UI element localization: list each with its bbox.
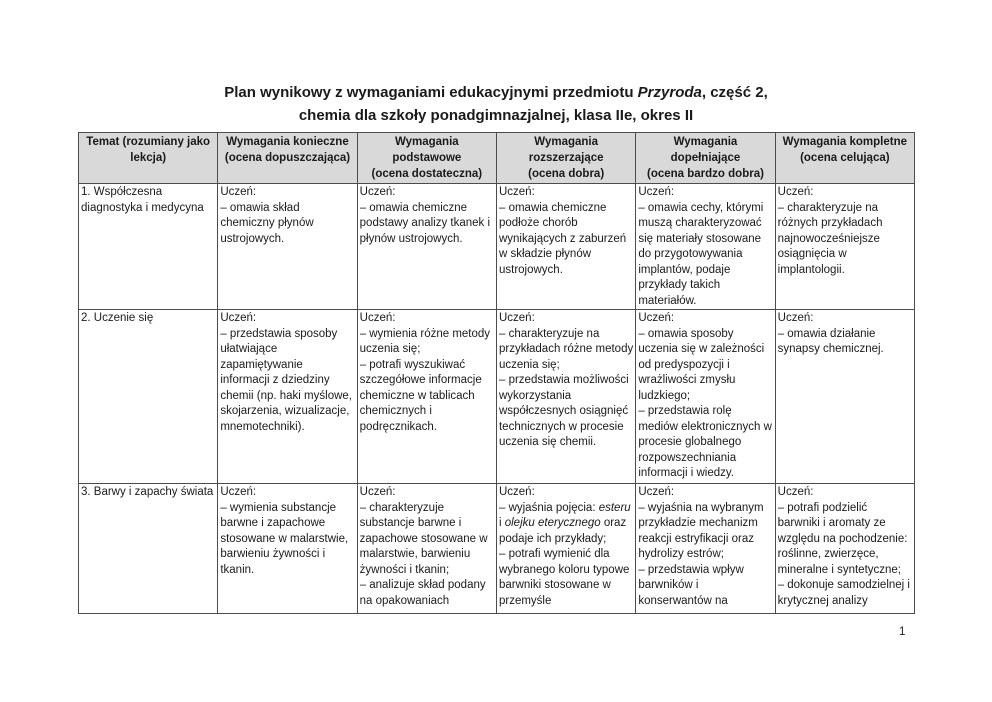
cell-dopelniajace: Uczeń: – wyjaśnia na wybranym przykładzi… bbox=[635, 483, 776, 614]
cell-podstawowe: Uczeń: – omawia chemiczne podstawy anali… bbox=[356, 183, 497, 310]
cell-text: Uczeń: – wymienia substancje barwne i za… bbox=[220, 486, 349, 576]
topic-text: 1. Współczesna diagnostyka i medycyna bbox=[81, 186, 204, 214]
column-header-label: Wymagania podstawowe (ocena dostateczna) bbox=[371, 136, 483, 180]
column-header-label: Wymagania dopełniające (ocena bardzo dob… bbox=[647, 136, 764, 180]
title-line-1: Plan wynikowy z wymaganiami edukacyjnymi… bbox=[224, 84, 768, 101]
header-row: Temat (rozumiany jako lekcja) Wymagania … bbox=[77, 132, 916, 184]
topic-cell: 2. Uczenie się bbox=[77, 309, 219, 484]
cell-text: Uczeń: – omawia działanie synapsy chemic… bbox=[777, 312, 884, 355]
column-header-label: Temat (rozumiany jako lekcja) bbox=[86, 136, 211, 164]
cell-text: Uczeń: – omawia skład chemiczny płynów u… bbox=[220, 186, 314, 245]
cell-text: Uczeń: – charakteryzuje na przykładach r… bbox=[498, 312, 634, 448]
cell-konieczne: Uczeń: – omawia skład chemiczny płynów u… bbox=[217, 183, 358, 310]
cell-rozszerzajace: Uczeń: – charakteryzuje na przykładach r… bbox=[495, 309, 637, 484]
cell-text: Uczeń: – wyjaśnia pojęcia: esteru i olej… bbox=[498, 486, 631, 607]
column-header-podstawowe: Wymagania podstawowe (ocena dostateczna) bbox=[356, 132, 497, 184]
column-header-dopelniajace: Wymagania dopełniające (ocena bardzo dob… bbox=[635, 132, 776, 184]
column-header-temat: Temat (rozumiany jako lekcja) bbox=[77, 132, 219, 184]
column-header-label: Wymagania kompletne (ocena celująca) bbox=[782, 136, 908, 164]
topic-cell: 1. Współczesna diagnostyka i medycyna bbox=[77, 183, 219, 310]
cell-text: Uczeń: – wyjaśnia na wybranym przykładzi… bbox=[638, 486, 764, 607]
cell-text: Uczeń: – charakteryzuje na różnych przyk… bbox=[777, 186, 883, 276]
column-header-label: Wymagania konieczne (ocena dopuszczająca… bbox=[224, 136, 351, 164]
cell-podstawowe: Uczeń: – wymienia różne metody uczenia s… bbox=[356, 309, 497, 484]
cell-rozszerzajace: Uczeń: – omawia chemiczne podłoże chorób… bbox=[495, 183, 637, 310]
title-line-2: chemia dla szkoły ponadgimnazjalnej, kla… bbox=[298, 107, 694, 124]
column-header-rozszerzajace: Wymagania rozszerzające (ocena dobra) bbox=[495, 132, 637, 184]
page-number: 1 bbox=[899, 626, 906, 638]
requirements-table: Temat (rozumiany jako lekcja) Wymagania … bbox=[77, 132, 916, 614]
cell-text: Uczeń: – omawia cechy, którymi muszą cha… bbox=[638, 186, 764, 307]
cell-text: Uczeń: – omawia sposoby uczenia się w za… bbox=[638, 312, 772, 479]
cell-rozszerzajace: Uczeń: – wyjaśnia pojęcia: esteru i olej… bbox=[495, 483, 637, 614]
topic-cell: 3. Barwy i zapachy świata bbox=[77, 483, 219, 614]
cell-konieczne: Uczeń: – wymienia substancje barwne i za… bbox=[217, 483, 358, 614]
column-header-kompletne: Wymagania kompletne (ocena celująca) bbox=[774, 132, 916, 184]
cell-kompletne: Uczeń: – omawia działanie synapsy chemic… bbox=[774, 309, 916, 484]
cell-text: Uczeń: – omawia chemiczne podłoże chorób… bbox=[498, 186, 627, 276]
column-header-label: Wymagania rozszerzające (ocena dobra) bbox=[528, 136, 605, 180]
table-row-2: 2. Uczenie się Uczeń: – przedstawia spos… bbox=[77, 309, 916, 484]
column-header-konieczne: Wymagania konieczne (ocena dopuszczająca… bbox=[217, 132, 358, 184]
cell-text: Uczeń: – wymienia różne metody uczenia s… bbox=[359, 312, 491, 433]
cell-dopelniajace: Uczeń: – omawia cechy, którymi muszą cha… bbox=[635, 183, 776, 310]
table-row-1: 1. Współczesna diagnostyka i medycyna Uc… bbox=[77, 183, 916, 310]
cell-konieczne: Uczeń: – przedstawia sposoby ułatwiające… bbox=[217, 309, 358, 484]
document-title: Plan wynikowy z wymaganiami edukacyjnymi… bbox=[0, 81, 992, 127]
cell-kompletne: Uczeń: – potrafi podzielić barwniki i ar… bbox=[774, 483, 916, 614]
cell-kompletne: Uczeń: – charakteryzuje na różnych przyk… bbox=[774, 183, 916, 310]
cell-text: Uczeń: – przedstawia sposoby ułatwiające… bbox=[220, 312, 352, 433]
cell-dopelniajace: Uczeń: – omawia sposoby uczenia się w za… bbox=[635, 309, 776, 484]
cell-text: Uczeń: – omawia chemiczne podstawy anali… bbox=[359, 186, 491, 245]
topic-text: 2. Uczenie się bbox=[81, 312, 154, 324]
table-row-3: 3. Barwy i zapachy świata Uczeń: – wymie… bbox=[77, 483, 916, 614]
cell-text: Uczeń: – potrafi podzielić barwniki i ar… bbox=[777, 486, 910, 607]
cell-podstawowe: Uczeń: – charakteryzuje substancje barwn… bbox=[356, 483, 497, 614]
cell-text: Uczeń: – charakteryzuje substancje barwn… bbox=[359, 486, 488, 607]
topic-text: 3. Barwy i zapachy świata bbox=[81, 486, 214, 498]
